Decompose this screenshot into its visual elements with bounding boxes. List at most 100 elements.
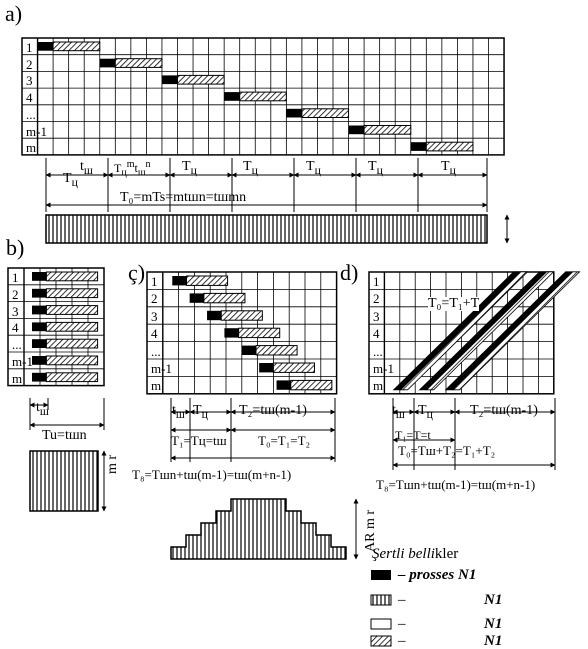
panel-c-operation-bar-hatch xyxy=(238,327,281,339)
panel-b-operation-bar-hatch xyxy=(45,355,99,366)
legend-swatch-diagonal xyxy=(370,635,392,647)
panel-d-row-label: ... xyxy=(373,343,383,359)
panel-d-label-t: tш xyxy=(392,403,405,421)
panel-a-label-tc1: Tц xyxy=(63,171,78,189)
panel-c-bars xyxy=(172,275,333,391)
panel-b-operation-bar-hatch xyxy=(45,338,99,349)
panel-d-top-label: T₀=T₁+T xyxy=(428,296,480,311)
panel-a-dimensions xyxy=(45,158,510,244)
panel-b-operation-bar-solid xyxy=(32,272,47,281)
panel-c-dimensions xyxy=(170,398,359,560)
panel-b-operation-bar-hatch xyxy=(45,271,99,282)
panel-a-segment-label: Tц xyxy=(243,159,258,177)
panel-c-row-label: ... xyxy=(151,343,161,359)
panel-b-row-label: m xyxy=(12,370,23,386)
panel-c-row-label: 2 xyxy=(151,291,158,307)
panel-b-total-label: Tu=tшn xyxy=(42,428,87,443)
panel-c-label-T2: T₂=tш(m-1) xyxy=(239,403,307,418)
panel-b-operation-bar-hatch xyxy=(45,288,99,299)
panel-a-operation-bar-hatch xyxy=(52,41,101,52)
panel-c-operation-bar-solid xyxy=(189,293,204,303)
panel-d-row-label: 2 xyxy=(373,291,380,307)
panel-c-stepped-profile xyxy=(170,498,347,560)
panel-b-row-label: ... xyxy=(12,337,22,353)
panel-a-row-label: ... xyxy=(26,106,36,122)
panel-a-row-label: 2 xyxy=(26,56,33,72)
panel-c-operation-bar-hatch xyxy=(220,310,263,321)
panel-label-b: b) xyxy=(6,235,25,260)
panel-b-row-label: 3 xyxy=(12,303,19,319)
panel-a-total-label: T₀=mTs=mtшn=tшmn xyxy=(120,190,247,205)
panel-a-operation-bar-solid xyxy=(37,42,54,51)
panel-a-segment-label: Tц xyxy=(182,159,197,177)
legend-title: Şertli bellikler xyxy=(372,546,459,562)
panel-label-a: a) xyxy=(5,1,23,26)
panel-a-bars xyxy=(37,41,474,152)
panel-c-operation-bar-solid xyxy=(241,345,257,355)
panel-b-operation-bar-solid xyxy=(32,356,47,365)
panel-label-d: d) xyxy=(340,260,359,285)
legend-item-empty-label: N1 xyxy=(484,616,503,632)
panel-c-row-label: 3 xyxy=(151,308,158,324)
panel-b-operation-bar-solid xyxy=(32,288,47,298)
panel-a-segment-label: Tц xyxy=(306,159,321,177)
panel-a-label-mix: Tцmtшn xyxy=(114,159,151,179)
panel-a-row-label: 3 xyxy=(26,73,33,89)
panel-b-operation-bar-hatch xyxy=(45,305,99,315)
panel-c-operation-bar-hatch xyxy=(290,379,333,391)
panel-c-operation-bar-hatch xyxy=(255,345,298,356)
legend-item-empty-dash: – xyxy=(398,616,406,632)
panel-a-operation-bar-hatch xyxy=(239,91,287,102)
panel-b-summary-block xyxy=(29,450,99,512)
panel-a-grid xyxy=(21,37,505,156)
panel-c-label-T: Tц xyxy=(193,403,208,421)
panel-b-row-label: 4 xyxy=(12,320,19,336)
panel-b-operation-bar-solid xyxy=(32,322,47,332)
legend-swatch-vertical xyxy=(370,594,392,606)
legend-item-solid-label: – prosses N1 xyxy=(398,567,477,583)
panel-b-operation-bar-hatch xyxy=(45,372,99,383)
legend-item-vertical-dash: – xyxy=(398,592,406,608)
legend-swatch-solid xyxy=(371,570,391,580)
panel-c-label-T1: T₁=Tц=tш xyxy=(171,433,227,448)
panel-b-operation-bar-hatch xyxy=(45,321,99,332)
panel-d-formula: T₈=Tшn+tш(m-1)=tш(m+n-1) xyxy=(376,477,536,492)
panel-b-row-label: 2 xyxy=(12,286,19,302)
panel-d-label-T2: T₂=tш(m-1) xyxy=(470,403,538,418)
panel-c-operation-bar-hatch xyxy=(186,275,229,286)
panel-c-row-label: 1 xyxy=(151,274,158,289)
panel-b-row-label: m-1 xyxy=(12,354,33,369)
panel-a-row-label: 4 xyxy=(26,90,33,106)
legend-item-diagonal-dash: – xyxy=(398,633,406,649)
panel-b-side-label: m r xyxy=(105,454,120,474)
panel-b-row-label: 1 xyxy=(12,270,19,285)
panel-d-label-T: Tц xyxy=(418,403,433,421)
legend-item-diagonal-label: N1 xyxy=(484,633,503,649)
panel-a-operation-bar-solid xyxy=(99,58,116,68)
panel-d-diagonal-stripe xyxy=(451,271,581,391)
panel-a-label-tsh: tш xyxy=(80,159,93,177)
panel-a-row-label: 1 xyxy=(26,40,33,55)
panel-d-label-T1: T₁=T=t xyxy=(395,428,431,442)
panel-a-operation-bar-solid xyxy=(348,125,365,135)
panel-c-label-T0: T₀=T₁=T₂ xyxy=(258,433,311,448)
panel-a-operation-bar-hatch xyxy=(363,125,412,135)
panel-b-bars xyxy=(32,271,99,383)
panel-c-row-label: m xyxy=(151,378,162,394)
panel-d-row-label: 4 xyxy=(373,326,380,342)
panel-c-operation-bar-hatch xyxy=(272,362,315,373)
panel-a-operation-bar-hatch xyxy=(425,141,474,152)
panel-d-bars xyxy=(392,271,581,391)
panel-c-operation-bar-solid xyxy=(172,276,187,286)
panel-c-operation-bar-solid xyxy=(207,310,222,321)
legend-item-vertical-label: N1 xyxy=(484,592,503,608)
panel-a-row-label: m-1 xyxy=(26,123,47,139)
panel-a-operation-bar-solid xyxy=(161,75,178,85)
panel-a-operation-bar-hatch xyxy=(177,74,225,85)
panel-d-row-label: 3 xyxy=(373,308,380,324)
panel-a-operation-bar-solid xyxy=(224,92,240,101)
panel-a-last-segment-label: Tц xyxy=(441,159,456,177)
panel-a-operation-bar-solid xyxy=(410,142,427,151)
panel-c-operation-bar-solid xyxy=(276,380,291,390)
